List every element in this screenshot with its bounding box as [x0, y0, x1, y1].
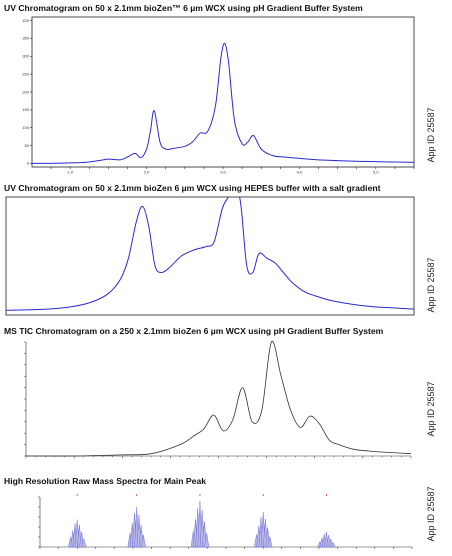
mass-peak	[140, 534, 146, 548]
y-tick-label: 100	[22, 125, 29, 130]
app-id-label: App ID 25587	[426, 381, 436, 437]
y-tick-label: 0	[27, 161, 30, 166]
chart-panel-mass-spectra: High Resolution Raw Mass Spectra for Mai…	[0, 467, 452, 556]
uv-hepes-chart	[5, 196, 415, 316]
chart-title-mass-spectra: High Resolution Raw Mass Spectra for Mai…	[4, 476, 206, 486]
y-tick-label: 350	[22, 36, 29, 41]
mass-peak-group	[68, 494, 87, 548]
mass-peak-group	[317, 494, 336, 548]
y-tick-label: 250	[22, 71, 29, 76]
uv-hepes-series-line	[6, 197, 414, 311]
plot-frame	[31, 16, 415, 168]
chart-panel-uv-ph: UV Chromatogram on 50 x 2.1mm bioZen™ 6 …	[0, 0, 452, 180]
y-tick-label: 200	[22, 89, 29, 94]
mass-peak	[81, 537, 87, 548]
chart-title-uv-hepes: UV Chromatogram on 50 x 2.1mm bioZen 6 µ…	[4, 183, 381, 193]
uv-ph-chart: 0 50 100 150 200 250 300 350 400 1.0 2.0 3.0 4.0 5.0	[22, 16, 415, 175]
x-tick-label: 5.0	[373, 170, 379, 175]
plot-frame	[5, 196, 415, 316]
mass-spectra-chart	[38, 494, 413, 549]
mass-peak	[204, 533, 210, 548]
mass-peak	[267, 536, 273, 548]
app-id-label: App ID 25587	[426, 107, 436, 163]
chart-panel-uv-hepes: UV Chromatogram on 50 x 2.1mm bioZen 6 µ…	[0, 180, 452, 325]
chart-title-uv-ph: UV Chromatogram on 50 x 2.1mm bioZen™ 6 …	[4, 3, 363, 13]
mass-peak	[330, 542, 336, 548]
mass-peak-group	[254, 494, 273, 548]
y-tick-label: 300	[22, 54, 29, 59]
chart-panel-ms-tic: MS TIC Chromatogram on a 250 x 2.1mm bio…	[0, 322, 452, 467]
x-tick-label: 2.0	[144, 170, 150, 175]
app-id-label: App ID 25587	[426, 486, 436, 542]
x-tick-label: 3.0	[220, 170, 226, 175]
ms-tic-series-line	[25, 340, 412, 457]
uv-ph-series-line	[31, 43, 415, 164]
x-tick-label: 1.0	[67, 170, 73, 175]
y-tick-label: 150	[22, 107, 29, 112]
x-tick-label: 4.0	[297, 170, 303, 175]
app-id-label: App ID 25587	[426, 257, 436, 313]
mass-peak-group	[190, 494, 210, 548]
y-tick-label: 50	[25, 143, 30, 148]
ms-tic-chart	[24, 340, 412, 459]
chart-title-ms-tic: MS TIC Chromatogram on a 250 x 2.1mm bio…	[4, 326, 384, 336]
mass-peak-group	[127, 494, 146, 548]
y-tick-label: 400	[22, 18, 29, 23]
